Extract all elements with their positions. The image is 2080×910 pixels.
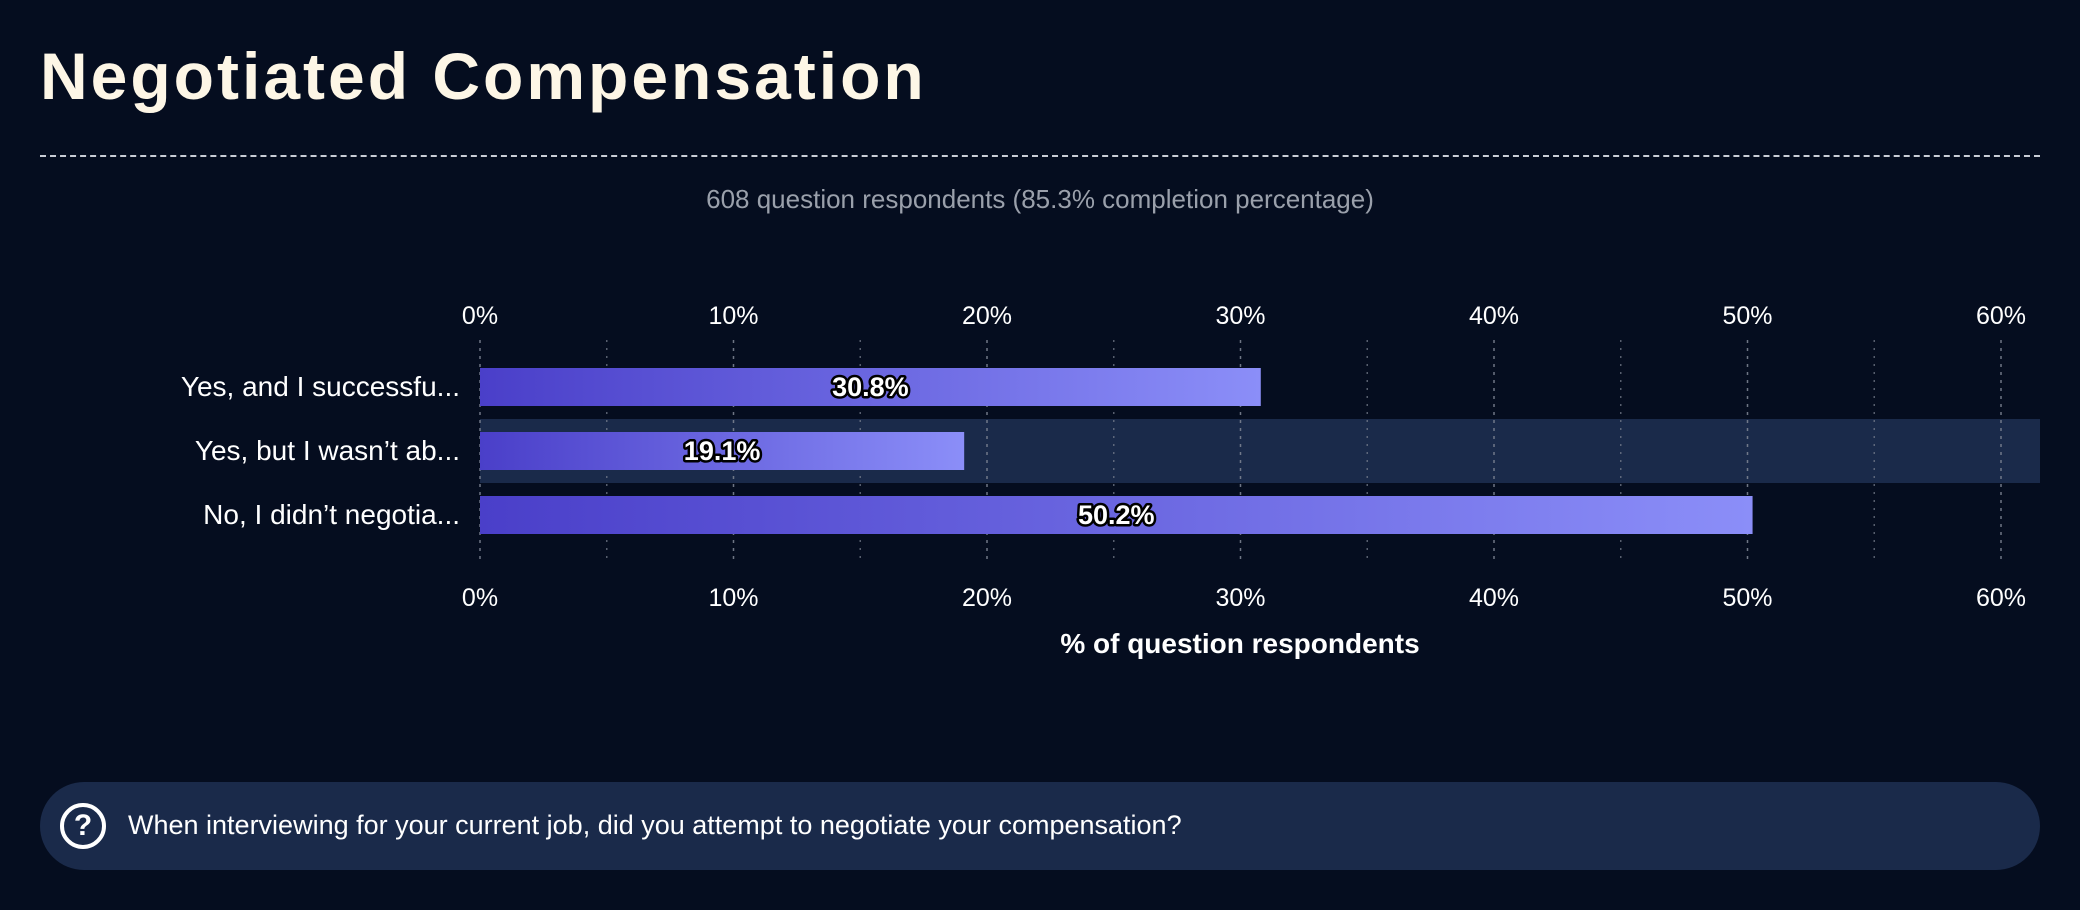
bar (480, 496, 1753, 534)
x-tick-label-top: 30% (1215, 302, 1265, 330)
bar (480, 432, 965, 470)
category-label: No, I didn’t negotia... (203, 499, 460, 530)
question-text: When interviewing for your current job, … (128, 810, 1182, 840)
title-divider (40, 155, 2040, 157)
x-tick-label-bottom: 30% (1215, 584, 1265, 612)
x-tick-label-top: 50% (1722, 302, 1772, 330)
x-tick-label-bottom: 60% (1976, 584, 2026, 612)
question-banner: ? When interviewing for your current job… (40, 782, 2040, 870)
bar-value-label: 50.2% (1078, 500, 1155, 530)
x-tick-label-bottom: 40% (1469, 584, 1519, 612)
bar (480, 368, 1261, 406)
x-tick-label-bottom: 10% (708, 584, 758, 612)
x-tick-label-bottom: 0% (462, 584, 498, 612)
help-circle-icon: ? (60, 803, 106, 849)
respondents-subtitle: 608 question respondents (85.3% completi… (706, 184, 1374, 214)
bar-value-label: 19.1% (684, 436, 761, 466)
x-tick-label-bottom: 20% (962, 584, 1012, 612)
bar-value-label: 30.8% (832, 372, 909, 402)
x-tick-label-top: 10% (708, 302, 758, 330)
x-axis-label: % of question respondents (1060, 628, 1419, 659)
x-tick-label-top: 40% (1469, 302, 1519, 330)
page-title: Negotiated Compensation (40, 39, 927, 113)
x-tick-label-top: 0% (462, 302, 498, 330)
x-tick-label-bottom: 50% (1722, 584, 1772, 612)
x-tick-label-top: 60% (1976, 302, 2026, 330)
category-label: Yes, but I wasn’t ab... (195, 435, 460, 466)
category-label: Yes, and I successfu... (181, 371, 460, 402)
x-tick-label-top: 20% (962, 302, 1012, 330)
bar-chart: Yes, and I successfu... 30.8% Yes, but I w… (181, 302, 2040, 659)
